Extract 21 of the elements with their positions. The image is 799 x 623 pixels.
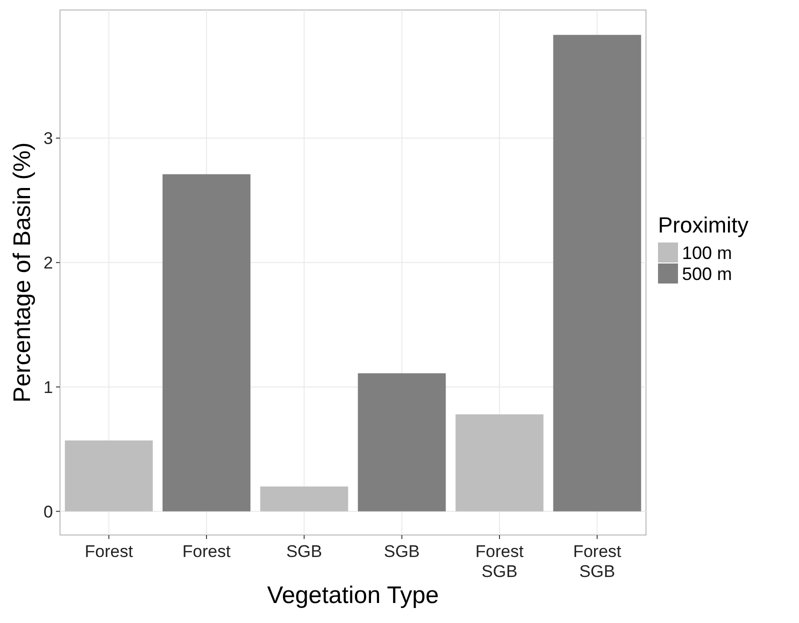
legend-title: Proximity xyxy=(658,212,748,238)
y-axis-title: Percentage of Basin (%) xyxy=(9,142,36,403)
legend-label: 100 m xyxy=(682,242,732,263)
x-tick-label: Forest xyxy=(84,542,134,561)
x-tick-label: Forest xyxy=(182,542,231,561)
bar xyxy=(358,373,446,512)
bar xyxy=(553,34,642,512)
x-tick-label: SGB xyxy=(384,542,420,561)
x-tick-label: SGB xyxy=(286,542,322,561)
x-tick-label: Forest SGB xyxy=(573,542,622,581)
bar xyxy=(162,174,250,512)
y-tick-label: 0 xyxy=(44,502,53,522)
x-axis-title: Vegetation Type xyxy=(267,582,439,609)
bar xyxy=(64,440,153,512)
bar xyxy=(456,414,544,512)
x-tick-label: Forest SGB xyxy=(475,542,524,581)
y-tick-label: 1 xyxy=(44,378,53,397)
bar xyxy=(260,486,348,512)
y-tick-label: 3 xyxy=(44,129,53,148)
legend-label: 500 m xyxy=(682,264,732,284)
y-tick-label: 2 xyxy=(44,253,53,272)
